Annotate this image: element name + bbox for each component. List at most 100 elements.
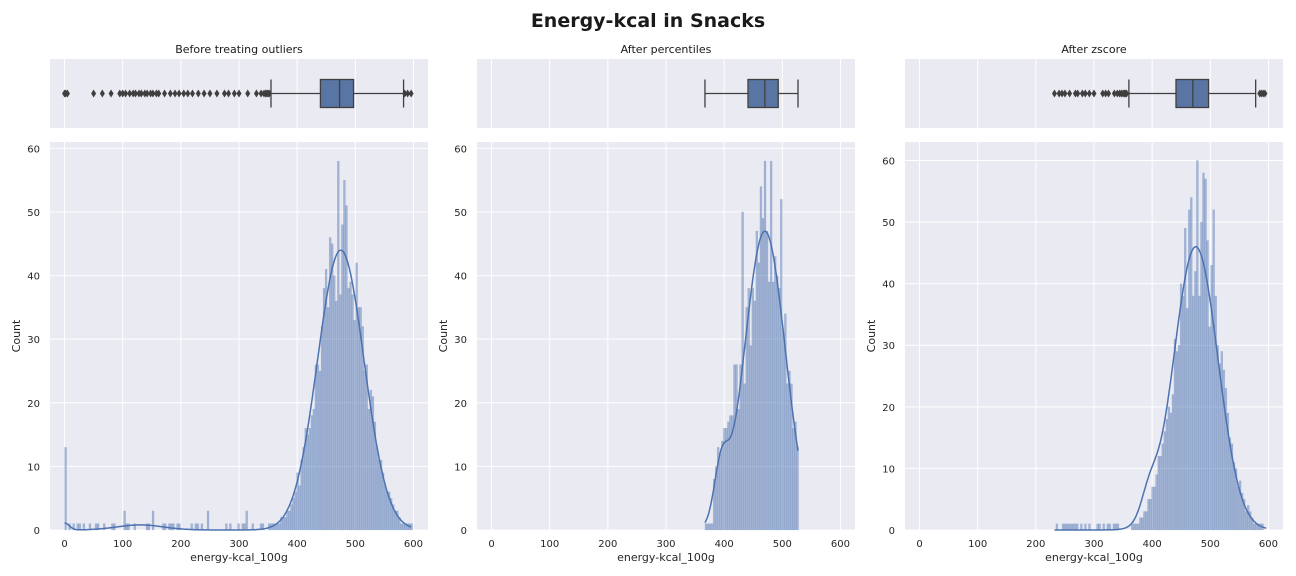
y-tick-label: 30 [454, 335, 467, 346]
histogram-bar [790, 383, 793, 531]
histogram-bar [743, 383, 746, 531]
histogram-bar [330, 243, 334, 531]
histogram-bar [1200, 221, 1203, 531]
histogram-bar [1249, 511, 1252, 531]
y-tick-label: 10 [882, 464, 895, 475]
y-tick-label: 60 [27, 144, 40, 155]
histogram-bar [296, 472, 299, 531]
histogram-bar [387, 491, 391, 531]
histogram-bar [123, 510, 126, 531]
histogram-bar [733, 364, 736, 531]
outlier-point [1100, 89, 1106, 98]
histogram-bar [1204, 178, 1207, 531]
y-tick-label: 10 [27, 462, 40, 473]
histogram-bar [383, 485, 387, 531]
histogram-bar [1061, 523, 1065, 531]
histogram-bar [365, 364, 369, 531]
histogram-bar [1236, 486, 1240, 531]
x-axis-label: energy-kcal_100g [617, 551, 715, 564]
histogram-bar [1226, 412, 1230, 531]
histogram-bar [406, 523, 409, 531]
histogram-bar [176, 523, 179, 531]
y-tick-label: 10 [454, 462, 467, 473]
histogram-bar [371, 396, 375, 531]
histogram-bar [1192, 295, 1195, 531]
histogram-bar [306, 434, 309, 531]
y-tick-label: 30 [27, 335, 40, 346]
outlier-point [181, 89, 187, 98]
histogram-bar [767, 281, 771, 531]
y-axis-label: Count [865, 319, 878, 352]
y-tick-label: 50 [27, 208, 40, 219]
x-tick-label: 300 [1084, 539, 1103, 550]
histogram-bar [241, 523, 244, 531]
histogram-bar [1145, 511, 1148, 531]
outlier-point [236, 89, 242, 98]
histogram-bar [1071, 523, 1075, 531]
histogram-bar [1222, 369, 1226, 531]
histogram-bar [1224, 388, 1228, 531]
histogram-bar [363, 370, 366, 531]
histogram-bar [796, 447, 799, 531]
x-tick-label: 600 [831, 539, 850, 550]
outlier-point [402, 89, 408, 98]
outlier-point [245, 89, 251, 98]
x-tick-label: 200 [1026, 539, 1045, 550]
histogram-bar [400, 523, 403, 531]
figure-title: Energy-kcal in Snacks [531, 10, 765, 32]
histogram-bar [786, 383, 789, 531]
histogram-bar [1151, 486, 1154, 531]
histogram-bar [1147, 499, 1150, 531]
histogram-bar [1088, 523, 1091, 531]
histogram-bar [788, 370, 791, 531]
histogram-bar [771, 281, 775, 531]
outlier-point [1124, 89, 1130, 98]
histogram-bar [1188, 209, 1191, 531]
histogram-bar [72, 523, 75, 531]
histogram-bar [367, 408, 371, 531]
histogram-bar [1106, 523, 1110, 531]
histogram-bar [792, 428, 795, 531]
histogram-bar [341, 224, 344, 531]
histogram-bar [1210, 264, 1213, 531]
outlier-point [1091, 89, 1097, 98]
outlier-point [167, 89, 173, 98]
histogram-bar [1183, 228, 1187, 531]
histogram-bar [1084, 523, 1087, 531]
outlier-point [253, 89, 259, 98]
histogram-bar [259, 523, 263, 531]
outlier-point [1062, 89, 1068, 98]
histogram-bar [761, 218, 765, 531]
histogram-bar [1173, 338, 1177, 531]
histogram-bar [290, 504, 293, 531]
histogram-bar [1190, 197, 1193, 531]
histogram-bar [1220, 351, 1224, 531]
histogram-bar [1131, 523, 1134, 531]
outlier-point [1111, 89, 1117, 98]
x-tick-label: 200 [171, 539, 190, 550]
histogram-bar [402, 523, 405, 531]
outlier-point [1051, 89, 1057, 98]
histogram-bar [1163, 431, 1167, 531]
outlier-point [176, 89, 182, 98]
outlier-point [132, 89, 138, 98]
histogram-bar [1102, 523, 1105, 531]
histogram-bar [794, 421, 797, 531]
y-tick-label: 0 [34, 526, 40, 537]
outlier-point [1082, 89, 1088, 98]
histogram-bar [1228, 437, 1232, 531]
subplot-title: After zscore [1061, 43, 1126, 56]
histogram-bar [1080, 523, 1083, 531]
histogram-bar [1216, 345, 1219, 531]
histogram-bar [288, 510, 291, 531]
subplot-title: After percentiles [621, 43, 712, 56]
y-tick-label: 30 [882, 341, 895, 352]
x-tick-label: 100 [968, 539, 987, 550]
histogram-bar [243, 523, 246, 531]
histogram-bar [1214, 295, 1217, 531]
histogram-bar [337, 160, 340, 531]
y-tick-label: 50 [454, 208, 467, 219]
histogram-bar [1242, 499, 1246, 531]
histogram-bar [375, 447, 379, 531]
histogram-bar [1198, 295, 1201, 531]
